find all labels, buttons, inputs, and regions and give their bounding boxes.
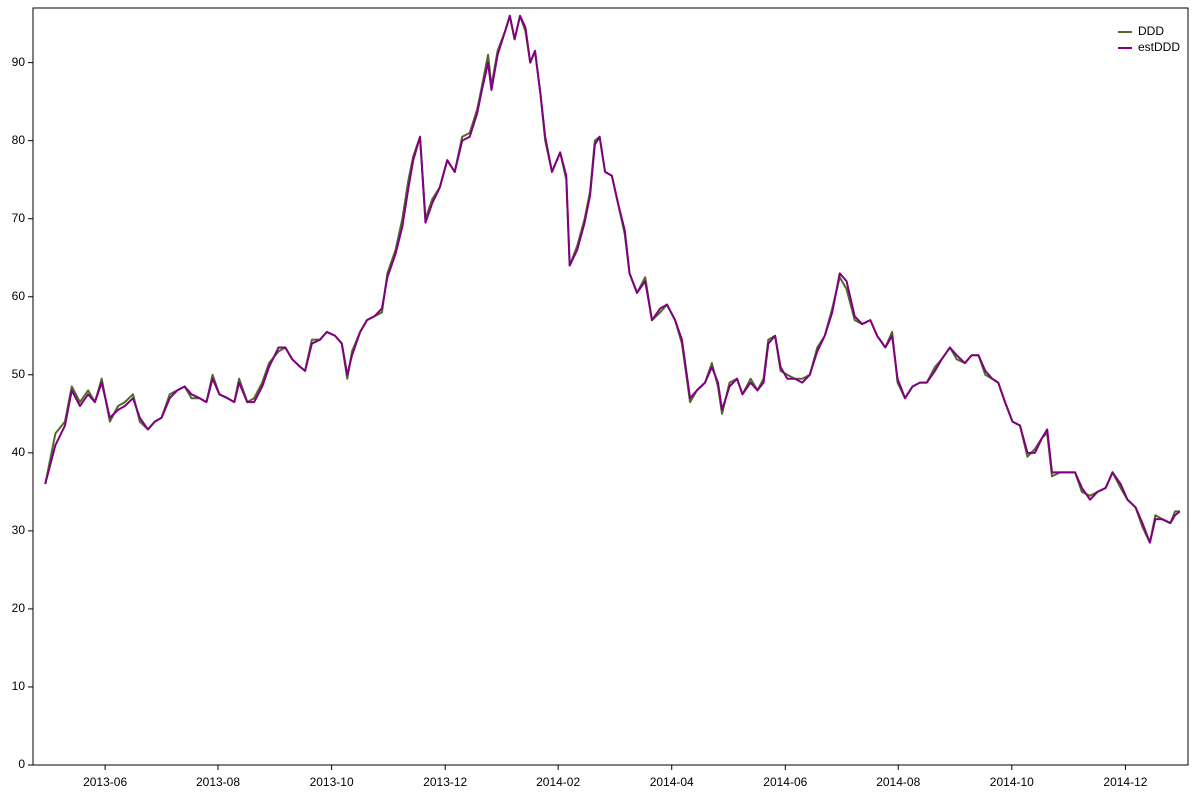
y-tick-label: 90 (12, 55, 26, 69)
x-tick-label: 2013-08 (196, 775, 240, 789)
x-tick-label: 2014-06 (763, 775, 807, 789)
y-tick-label: 20 (12, 601, 26, 615)
y-tick-label: 50 (12, 367, 26, 381)
y-tick-label: 30 (12, 523, 26, 537)
x-tick-label: 2014-08 (876, 775, 920, 789)
x-tick-label: 2014-12 (1103, 775, 1147, 789)
x-tick-label: 2013-06 (83, 775, 127, 789)
x-tick-label: 2014-10 (990, 775, 1034, 789)
x-tick-label: 2014-02 (536, 775, 580, 789)
y-tick-label: 40 (12, 445, 26, 459)
y-tick-label: 0 (18, 757, 25, 771)
x-tick-label: 2013-10 (310, 775, 354, 789)
y-tick-label: 60 (12, 289, 26, 303)
y-tick-label: 10 (12, 679, 26, 693)
y-tick-label: 80 (12, 133, 26, 147)
plot-frame (32, 7, 1189, 766)
series-line (44, 14, 1181, 544)
y-tick-label: 70 (12, 211, 26, 225)
x-tick-label: 2013-12 (423, 775, 467, 789)
legend-label: estDDD (1138, 40, 1180, 54)
legend-label: DDD (1138, 24, 1164, 38)
x-tick-label: 2014-04 (650, 775, 694, 789)
